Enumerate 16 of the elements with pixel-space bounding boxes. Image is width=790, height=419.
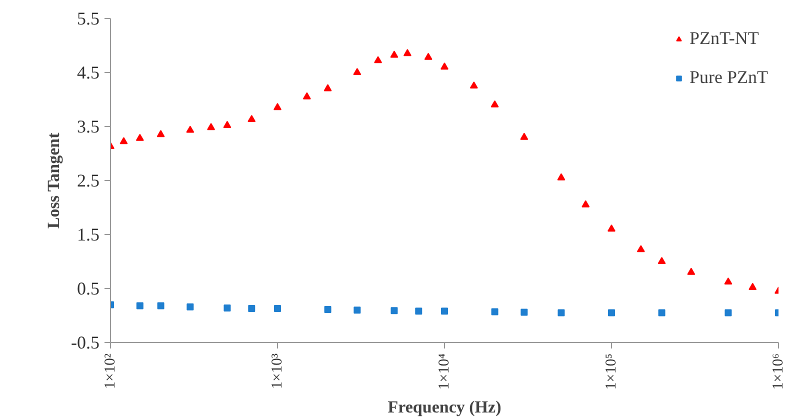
x-tick-label: 1×10⁴ <box>436 353 452 390</box>
x-tick-label: 1×10² <box>102 352 118 389</box>
y-tick-label: 2.5 <box>77 170 100 190</box>
legend-label: Pure PZnT <box>690 67 768 88</box>
x-tick-label: 1×10⁶ <box>770 353 786 390</box>
y-tick-label: 5.5 <box>77 8 100 28</box>
y-tick-label: -0.5 <box>71 332 100 352</box>
y-tick-label: 3.5 <box>77 116 100 136</box>
legend-label: PZnT-NT <box>690 28 759 49</box>
y-tick-label: 4.5 <box>77 62 100 82</box>
x-axis-title: Frequency (Hz) <box>388 398 502 417</box>
x-tick-label: 1×10³ <box>270 352 286 389</box>
x-tick-label: 1×10⁵ <box>604 353 620 390</box>
y-tick-label: 1.5 <box>77 224 100 244</box>
y-tick-label: 0.5 <box>77 278 100 298</box>
y-axis-title: Loss Tangent <box>44 132 64 229</box>
